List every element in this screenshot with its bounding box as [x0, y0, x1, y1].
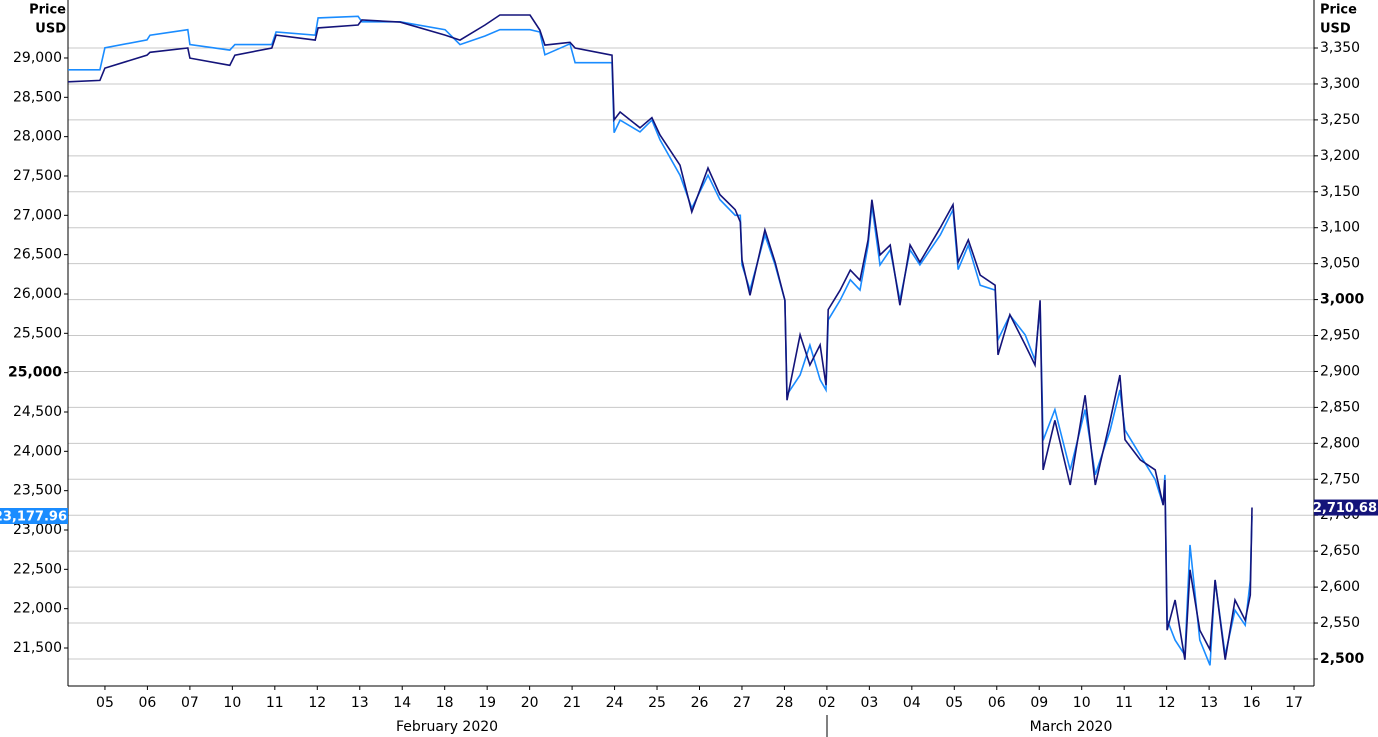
x-tick-label: 12	[308, 695, 326, 711]
y-tick-label: 27,000	[13, 207, 62, 223]
y2-title-line: USD	[1320, 22, 1351, 37]
x-tick-label: 05	[96, 695, 114, 711]
x-tick-label: 25	[648, 695, 666, 711]
y-tick-label: 25,000	[8, 365, 62, 381]
x-tick-label: 06	[139, 695, 157, 711]
y2-tick-label: 2,800	[1320, 435, 1360, 451]
y-tick-label: 22,500	[13, 561, 62, 577]
x-tick-label: 24	[606, 695, 624, 711]
y-tick-label: 24,500	[13, 404, 62, 420]
x-tick-label: 20	[521, 695, 539, 711]
month-label: March 2020	[1030, 719, 1113, 735]
y-tick-label: 22,000	[13, 601, 62, 617]
y2-tick-label: 2,750	[1320, 471, 1360, 487]
y-tick-label: 23,000	[13, 522, 62, 538]
y2-tick-label: 2,500	[1320, 651, 1365, 667]
x-tick-label: 03	[860, 695, 878, 711]
y-tick-label: 24,000	[13, 443, 62, 459]
y-tick-label: 21,500	[13, 640, 62, 656]
y2-tick-label: 2,950	[1320, 328, 1360, 344]
y-tick-label: 26,500	[13, 247, 62, 263]
x-tick-label: 13	[351, 695, 369, 711]
x-tick-label: 10	[223, 695, 241, 711]
y-tick-label: 26,000	[13, 286, 62, 302]
y2-tick-label: 3,150	[1320, 184, 1360, 200]
x-tick-label: 14	[393, 695, 411, 711]
y2-tick-label: 2,600	[1320, 579, 1360, 595]
x-tick-label: 07	[181, 695, 199, 711]
y2-tick-label: 2,850	[1320, 399, 1360, 415]
y-tick-label: 27,500	[13, 168, 62, 184]
x-tick-label: 11	[1115, 695, 1133, 711]
x-tick-label: 28	[776, 695, 794, 711]
x-tick-label: 19	[478, 695, 496, 711]
x-tick-label: 05	[945, 695, 963, 711]
y-title-line: Price	[29, 3, 66, 18]
x-tick-label: 17	[1285, 695, 1303, 711]
y2-tick-label: 3,000	[1320, 292, 1365, 308]
y2-tick-label: 3,200	[1320, 148, 1360, 164]
x-tick-label: 11	[266, 695, 284, 711]
y-tick-label: 25,500	[13, 325, 62, 341]
series-line	[67, 14, 1253, 660]
y2-tick-label: 3,250	[1320, 112, 1360, 128]
y-tick-label: 23,500	[13, 483, 62, 499]
x-tick-label: 18	[436, 695, 454, 711]
end-value-box	[0, 507, 68, 524]
y-tick-label: 28,500	[13, 89, 62, 105]
y2-title-line: Price	[1320, 3, 1357, 18]
x-tick-label: 26	[691, 695, 709, 711]
y-tick-label: 28,000	[13, 129, 62, 145]
x-tick-label: 27	[733, 695, 751, 711]
y2-tick-label: 3,050	[1320, 256, 1360, 272]
end-value-label: 23,177.96	[0, 509, 67, 524]
y2-tick-label: 2,550	[1320, 615, 1360, 631]
x-tick-label: 04	[903, 695, 921, 711]
y2-tick-label: 2,900	[1320, 363, 1360, 379]
x-tick-label: 12	[1158, 695, 1176, 711]
y-title-line: USD	[35, 22, 66, 37]
y2-tick-label: 3,100	[1320, 220, 1360, 236]
end-value-box	[1314, 499, 1378, 516]
x-tick-label: 09	[1030, 695, 1048, 711]
x-tick-label: 16	[1243, 695, 1261, 711]
x-tick-label: 21	[563, 695, 581, 711]
x-tick-label: 02	[818, 695, 836, 711]
y2-tick-label: 2,650	[1320, 543, 1360, 559]
y2-tick-label: 3,350	[1320, 40, 1360, 56]
end-value-label: 2,710.68	[1313, 501, 1377, 516]
x-tick-label: 06	[988, 695, 1006, 711]
y-tick-label: 29,000	[13, 50, 62, 66]
x-tick-label: 13	[1200, 695, 1218, 711]
x-tick-label: 10	[1073, 695, 1091, 711]
month-label: February 2020	[396, 719, 498, 735]
series-line	[68, 15, 1253, 666]
y2-tick-label: 3,300	[1320, 76, 1360, 92]
